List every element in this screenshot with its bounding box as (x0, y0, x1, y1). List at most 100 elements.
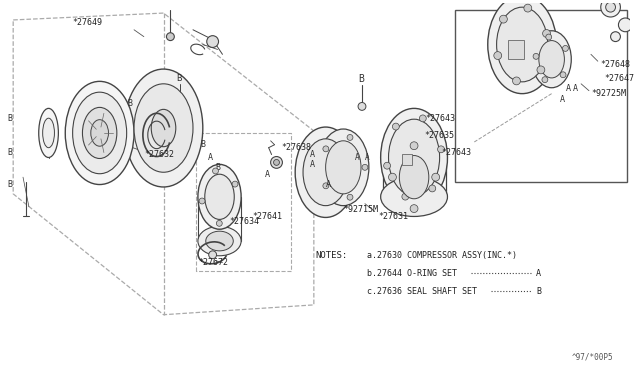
Ellipse shape (205, 174, 234, 219)
Circle shape (605, 2, 616, 12)
Circle shape (432, 173, 440, 181)
Text: A: A (355, 153, 360, 162)
Text: B: B (536, 287, 541, 296)
Text: a.27630 COMPRESSOR ASSY(INC.*): a.27630 COMPRESSOR ASSY(INC.*) (367, 251, 517, 260)
Text: B: B (216, 163, 221, 172)
Text: A: A (559, 95, 564, 104)
Circle shape (410, 205, 418, 212)
Ellipse shape (381, 177, 447, 217)
Text: B: B (7, 114, 12, 123)
Ellipse shape (318, 129, 369, 206)
Ellipse shape (151, 109, 176, 147)
Circle shape (542, 77, 548, 83)
Text: A: A (208, 153, 212, 162)
Circle shape (537, 66, 545, 74)
Text: A: A (310, 160, 315, 169)
Text: *27632: *27632 (144, 150, 174, 159)
Text: *92715M: *92715M (343, 205, 378, 214)
Ellipse shape (326, 141, 361, 194)
Ellipse shape (295, 127, 356, 218)
Circle shape (419, 115, 426, 122)
Ellipse shape (72, 92, 127, 174)
Circle shape (207, 36, 218, 48)
Text: *27635: *27635 (424, 131, 454, 140)
Text: *27647: *27647 (605, 74, 635, 83)
Circle shape (563, 45, 568, 51)
Circle shape (429, 185, 436, 192)
Ellipse shape (43, 118, 54, 148)
Text: *27634: *27634 (229, 217, 259, 226)
Circle shape (362, 164, 368, 170)
Text: *27638: *27638 (282, 143, 312, 152)
Text: *27649: *27649 (72, 18, 102, 28)
Text: A: A (536, 269, 541, 278)
Ellipse shape (381, 108, 447, 206)
Ellipse shape (532, 31, 572, 88)
Circle shape (494, 52, 502, 60)
Ellipse shape (198, 164, 241, 229)
Circle shape (618, 18, 632, 32)
Circle shape (216, 220, 222, 226)
Circle shape (546, 34, 552, 40)
Circle shape (323, 146, 329, 152)
Circle shape (212, 168, 218, 174)
Circle shape (177, 103, 183, 109)
Ellipse shape (539, 41, 564, 78)
Circle shape (209, 251, 216, 259)
Circle shape (347, 194, 353, 200)
Circle shape (560, 72, 566, 78)
Text: B: B (176, 74, 182, 83)
Circle shape (347, 135, 353, 140)
Text: A: A (310, 150, 315, 159)
Circle shape (388, 173, 396, 181)
Text: A: A (265, 170, 269, 179)
Ellipse shape (206, 231, 233, 251)
Ellipse shape (124, 69, 203, 187)
Circle shape (358, 102, 366, 110)
Circle shape (410, 142, 418, 150)
Circle shape (273, 160, 280, 166)
Ellipse shape (388, 119, 440, 196)
Circle shape (524, 4, 532, 12)
Text: B: B (7, 148, 12, 157)
Bar (508, 39, 524, 59)
Circle shape (392, 123, 399, 130)
Circle shape (199, 198, 205, 204)
Text: *92725M: *92725M (591, 89, 626, 98)
Ellipse shape (134, 84, 193, 172)
Ellipse shape (39, 108, 58, 157)
Text: A: A (365, 153, 369, 162)
Circle shape (499, 15, 508, 23)
Circle shape (601, 0, 620, 17)
Text: A: A (326, 180, 331, 189)
Circle shape (543, 29, 550, 38)
Ellipse shape (488, 0, 557, 94)
Text: *27631: *27631 (379, 212, 409, 221)
Text: b.27644 O-RING SET: b.27644 O-RING SET (367, 269, 457, 278)
Circle shape (323, 183, 329, 189)
Ellipse shape (91, 120, 109, 146)
Text: NOTES:: NOTES: (316, 251, 348, 260)
Text: B: B (358, 74, 364, 84)
Ellipse shape (65, 81, 134, 185)
Text: *27672: *27672 (198, 258, 228, 267)
Ellipse shape (198, 226, 241, 256)
Text: A: A (565, 84, 570, 93)
Circle shape (402, 193, 409, 200)
Circle shape (166, 33, 174, 41)
Text: *27643: *27643 (426, 114, 456, 123)
Text: B: B (127, 99, 132, 108)
Circle shape (611, 32, 620, 42)
Text: c.27636 SEAL SHAFT SET: c.27636 SEAL SHAFT SET (367, 287, 477, 296)
Circle shape (438, 146, 444, 153)
Text: B: B (7, 180, 12, 189)
Bar (455, 10, 627, 182)
Ellipse shape (399, 155, 429, 199)
Circle shape (271, 157, 282, 168)
Circle shape (513, 77, 520, 85)
Bar (403, 154, 412, 166)
Circle shape (383, 162, 390, 169)
Text: *27643: *27643 (442, 148, 472, 157)
Ellipse shape (303, 139, 348, 206)
Text: B: B (201, 140, 206, 149)
